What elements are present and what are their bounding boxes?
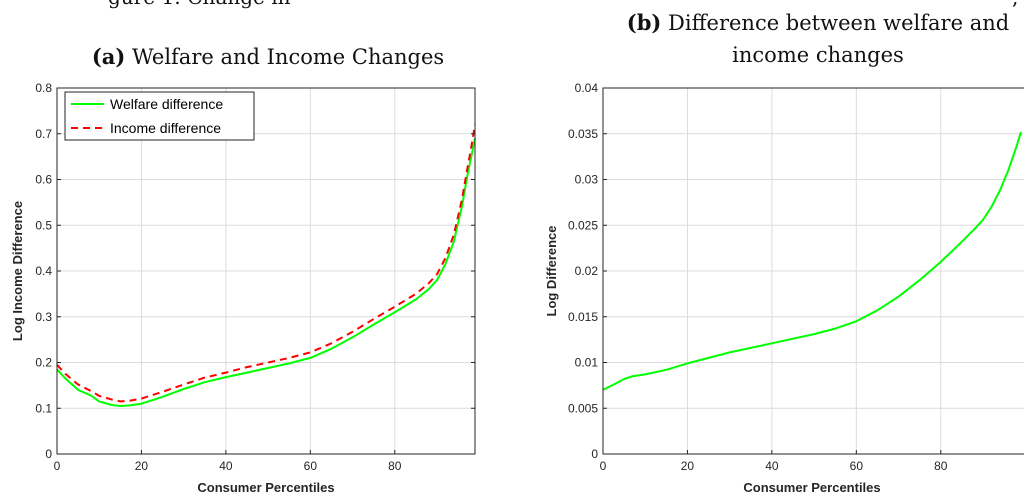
panel-a-grid <box>57 88 475 454</box>
panel-b-title-text: Difference between welfare and <box>668 11 1009 35</box>
series-line-income <box>56 124 476 403</box>
x-tick-label: 60 <box>304 459 318 473</box>
figure-caption-fragment: gure 1: Change in <box>108 0 291 9</box>
y-tick-label: 0.03 <box>575 173 599 187</box>
y-tick-label: 0 <box>45 447 52 461</box>
x-tick-label: 80 <box>934 459 948 473</box>
panel-a-chart: 0 20 40 60 80 0 0.1 0.2 0.3 0.4 0.5 0.6 0.7 0.8 Consu… <box>10 81 476 495</box>
panel-b-series <box>602 131 1022 391</box>
y-tick-label: 0.6 <box>35 173 52 187</box>
y-tick-label: 0.01 <box>575 356 599 370</box>
panel-a-label: (a) <box>92 44 125 69</box>
series-line-welfare <box>56 138 476 407</box>
y-tick-label: 0.8 <box>35 81 52 95</box>
legend-label-welfare: Welfare difference <box>110 96 223 112</box>
y-tick-label: 0 <box>591 447 598 461</box>
x-tick-label: 20 <box>681 459 695 473</box>
x-tick-label: 40 <box>219 459 233 473</box>
panel-a-title: (a) Welfare and Income Changes <box>92 44 444 69</box>
y-tick-label: 0.005 <box>568 401 598 415</box>
y-tick-label: 0.015 <box>568 310 598 324</box>
x-tick-label: 80 <box>388 459 402 473</box>
panel-a-ylabel: Log Income Difference <box>10 201 25 341</box>
panel-a-legend: Welfare difference Income difference <box>64 91 255 141</box>
panel-b-grid <box>603 88 1024 454</box>
y-tick-label: 0.1 <box>35 401 52 415</box>
y-tick-label: 0.025 <box>568 218 598 232</box>
panel-b-chart: 0 20 40 60 80 0 0.005 0.01 0.015 0.02 0.025 0.03 0.0… <box>544 81 1024 495</box>
panel-b-ylabel: Log Difference <box>544 225 559 316</box>
panel-b-ticks: 0 20 40 60 80 0 0.005 0.01 0.015 0.02 0.025 0.03 0.0… <box>568 81 948 473</box>
y-tick-label: 0.035 <box>568 127 598 141</box>
y-tick-label: 0.04 <box>575 81 599 95</box>
y-tick-label: 0.7 <box>35 127 52 141</box>
x-tick-label: 0 <box>54 459 61 473</box>
panel-b-label: (b) <box>627 10 662 35</box>
legend-label-income: Income difference <box>110 120 221 136</box>
panel-a-xlabel: Consumer Percentiles <box>197 480 334 495</box>
figure-caption-fragment-right: , <box>1012 0 1018 9</box>
y-tick-label: 0.5 <box>35 218 52 232</box>
y-tick-label: 0.02 <box>575 264 599 278</box>
panel-b-title-line2: income changes <box>732 43 904 67</box>
panel-a-title-text: Welfare and Income Changes <box>132 45 444 69</box>
panel-b-title-line1: (b) Difference between welfare and <box>627 10 1009 35</box>
y-tick-label: 0.2 <box>35 356 52 370</box>
y-tick-label: 0.3 <box>35 310 52 324</box>
x-tick-label: 60 <box>850 459 864 473</box>
panel-a-series <box>56 124 476 407</box>
x-tick-label: 0 <box>600 459 607 473</box>
y-tick-label: 0.4 <box>35 264 52 278</box>
x-tick-label: 40 <box>765 459 779 473</box>
legend-box <box>64 91 255 141</box>
x-tick-label: 20 <box>135 459 149 473</box>
panel-b-xlabel: Consumer Percentiles <box>743 480 880 495</box>
panel-a-ticks: 0 20 40 60 80 0 0.1 0.2 0.3 0.4 0.5 0.6 0.7 0.8 <box>35 81 475 473</box>
series-line-welfare <box>602 131 1022 391</box>
